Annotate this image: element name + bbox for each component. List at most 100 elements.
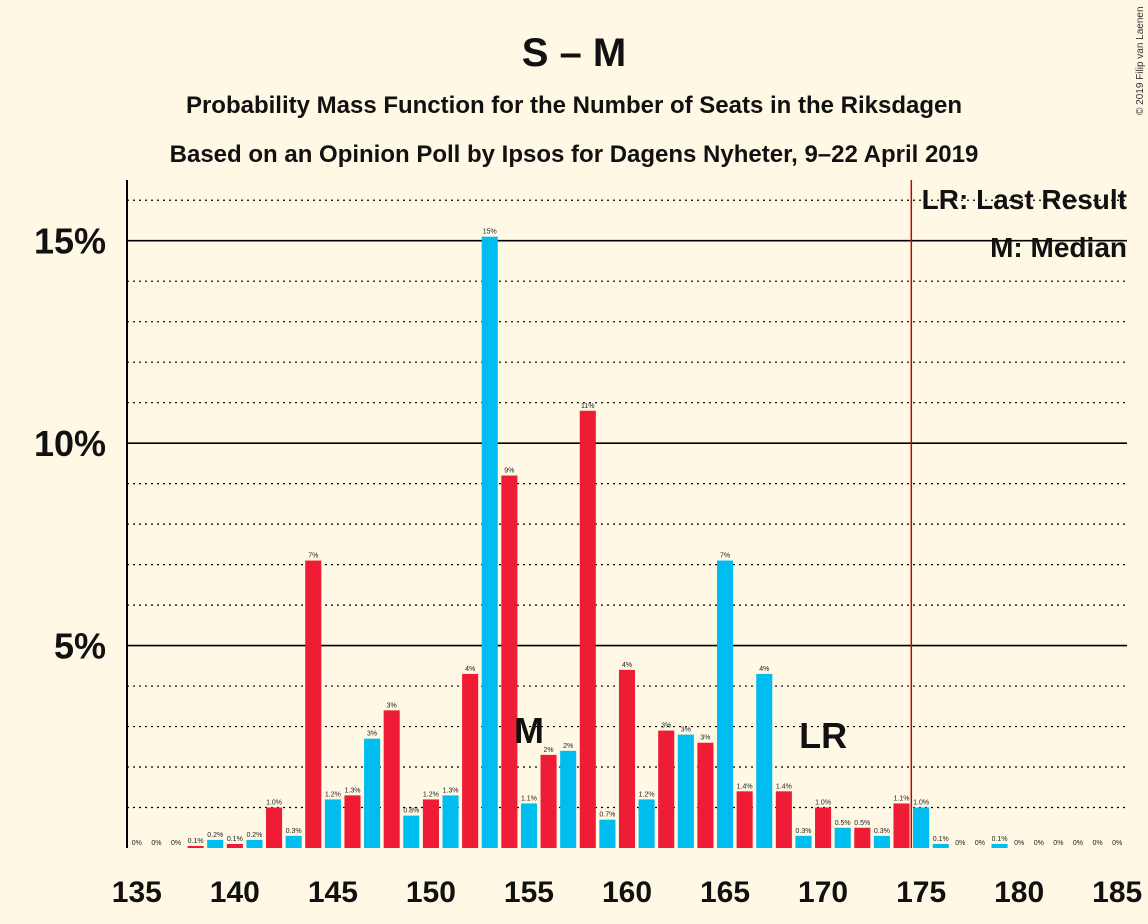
bar-label-159: 0.7% bbox=[599, 812, 615, 819]
bar-label-177: 0% bbox=[955, 840, 965, 847]
bar-label-154: 9% bbox=[504, 468, 514, 475]
bar-label-136: 0% bbox=[151, 840, 161, 847]
x-tick-175: 175 bbox=[896, 876, 946, 909]
bar-seat-145 bbox=[324, 799, 341, 848]
y-tick-5: 5% bbox=[54, 626, 106, 667]
bar-label-158: 11% bbox=[581, 403, 595, 410]
bar-label-140: 0.1% bbox=[227, 836, 243, 843]
bar-seat-148 bbox=[383, 710, 400, 848]
bar-label-143: 0.3% bbox=[286, 828, 302, 835]
bar-label-139: 0.2% bbox=[207, 832, 223, 839]
x-tick-165: 165 bbox=[700, 876, 750, 909]
bar-seat-157 bbox=[560, 750, 577, 848]
bar-label-151: 1.3% bbox=[443, 787, 459, 794]
bar-seat-179 bbox=[991, 843, 1008, 848]
bar-seat-164 bbox=[697, 742, 714, 848]
bar-label-138: 0.1% bbox=[188, 838, 204, 845]
bar-label-142: 1.0% bbox=[266, 800, 282, 807]
bar-seat-176 bbox=[932, 843, 949, 848]
bar-seat-153 bbox=[481, 236, 498, 849]
bar-label-167: 4% bbox=[759, 666, 769, 673]
bar-seat-163 bbox=[677, 734, 694, 848]
chart-subtitle-2: Based on an Opinion Poll by Ipsos for Da… bbox=[170, 141, 979, 168]
bar-seat-162 bbox=[658, 730, 675, 848]
bar-seat-156 bbox=[540, 754, 557, 848]
bar-label-164: 3% bbox=[700, 735, 710, 742]
bar-seat-170 bbox=[815, 807, 832, 848]
bar-label-160: 4% bbox=[622, 662, 632, 669]
bar-label-170: 1.0% bbox=[815, 800, 831, 807]
y-tick-10: 10% bbox=[34, 423, 106, 464]
bar-seat-152 bbox=[462, 673, 479, 848]
x-tick-135: 135 bbox=[112, 876, 162, 909]
bar-seat-150 bbox=[422, 799, 439, 848]
bar-label-149: 0.8% bbox=[403, 808, 419, 815]
bar-seat-169 bbox=[795, 835, 812, 848]
bar-seat-144 bbox=[305, 560, 322, 848]
bar-seat-140 bbox=[226, 843, 243, 848]
bar-label-157: 2% bbox=[563, 743, 573, 750]
bar-label-184: 0% bbox=[1093, 840, 1103, 847]
bar-seat-155 bbox=[520, 803, 537, 848]
bar-seat-146 bbox=[344, 795, 361, 848]
bar-seat-172 bbox=[854, 827, 871, 848]
bar-label-185: 0% bbox=[1112, 840, 1122, 847]
bar-label-141: 0.2% bbox=[246, 832, 262, 839]
bar-seat-167 bbox=[756, 673, 773, 848]
bar-seat-154 bbox=[501, 475, 518, 848]
legend-last-result: LR: Last Result bbox=[922, 184, 1127, 215]
y-tick-15: 15% bbox=[34, 221, 106, 262]
bar-label-183: 0% bbox=[1073, 840, 1083, 847]
bar-seat-158 bbox=[579, 410, 596, 848]
last-result-marker: LR bbox=[799, 715, 847, 756]
bar-label-162: 3% bbox=[661, 723, 671, 730]
x-tick-145: 145 bbox=[308, 876, 358, 909]
bar-seat-141 bbox=[246, 839, 263, 848]
bar-label-147: 3% bbox=[367, 731, 377, 738]
bar-label-181: 0% bbox=[1034, 840, 1044, 847]
bar-label-153: 15% bbox=[483, 229, 497, 236]
bar-label-148: 3% bbox=[387, 702, 397, 709]
bar-label-182: 0% bbox=[1053, 840, 1063, 847]
bar-label-178: 0% bbox=[975, 840, 985, 847]
bar-label-169: 0.3% bbox=[795, 828, 811, 835]
bar-seat-139 bbox=[207, 839, 224, 848]
bar-seat-171 bbox=[834, 827, 851, 848]
bar-seat-175 bbox=[913, 807, 930, 848]
chart-subtitle-1: Probability Mass Function for the Number… bbox=[186, 92, 962, 119]
median-marker: M bbox=[514, 710, 544, 751]
bar-label-163: 3% bbox=[681, 727, 691, 734]
bar-label-179: 0.1% bbox=[992, 836, 1008, 843]
chart-title: S – M bbox=[522, 31, 626, 75]
bar-label-175: 1.0% bbox=[913, 800, 929, 807]
copyright-text: © 2019 Filip van Laenen bbox=[1135, 6, 1146, 115]
bars bbox=[187, 236, 1008, 849]
bar-seat-174 bbox=[893, 803, 910, 848]
legend-median: M: Median bbox=[990, 232, 1127, 263]
bar-label-145: 1.2% bbox=[325, 791, 341, 798]
bar-label-137: 0% bbox=[171, 840, 181, 847]
bar-label-173: 0.3% bbox=[874, 828, 890, 835]
bar-seat-166 bbox=[736, 791, 753, 848]
bar-label-155: 1.1% bbox=[521, 795, 537, 802]
bar-label-165: 7% bbox=[720, 553, 730, 560]
x-tick-170: 170 bbox=[798, 876, 848, 909]
x-tick-160: 160 bbox=[602, 876, 652, 909]
bar-label-144: 7% bbox=[308, 553, 318, 560]
bar-seat-142 bbox=[266, 807, 283, 848]
bar-label-180: 0% bbox=[1014, 840, 1024, 847]
bar-seat-149 bbox=[403, 815, 420, 848]
x-tick-155: 155 bbox=[504, 876, 554, 909]
bar-label-174: 1.1% bbox=[894, 795, 910, 802]
bar-seat-159 bbox=[599, 819, 616, 848]
bar-label-172: 0.5% bbox=[854, 820, 870, 827]
x-tick-180: 180 bbox=[994, 876, 1044, 909]
x-tick-140: 140 bbox=[210, 876, 260, 909]
bar-label-171: 0.5% bbox=[835, 820, 851, 827]
bar-seat-165 bbox=[717, 560, 734, 848]
bar-labels: 0% 0% 0% 0.1%0.2%0.1%0.2%1.0%0.3%7%1.2%1.3%… bbox=[132, 229, 1123, 847]
bar-label-166: 1.4% bbox=[737, 783, 753, 790]
bar-label-146: 1.3% bbox=[345, 787, 361, 794]
bar-label-161: 1.2% bbox=[639, 791, 655, 798]
